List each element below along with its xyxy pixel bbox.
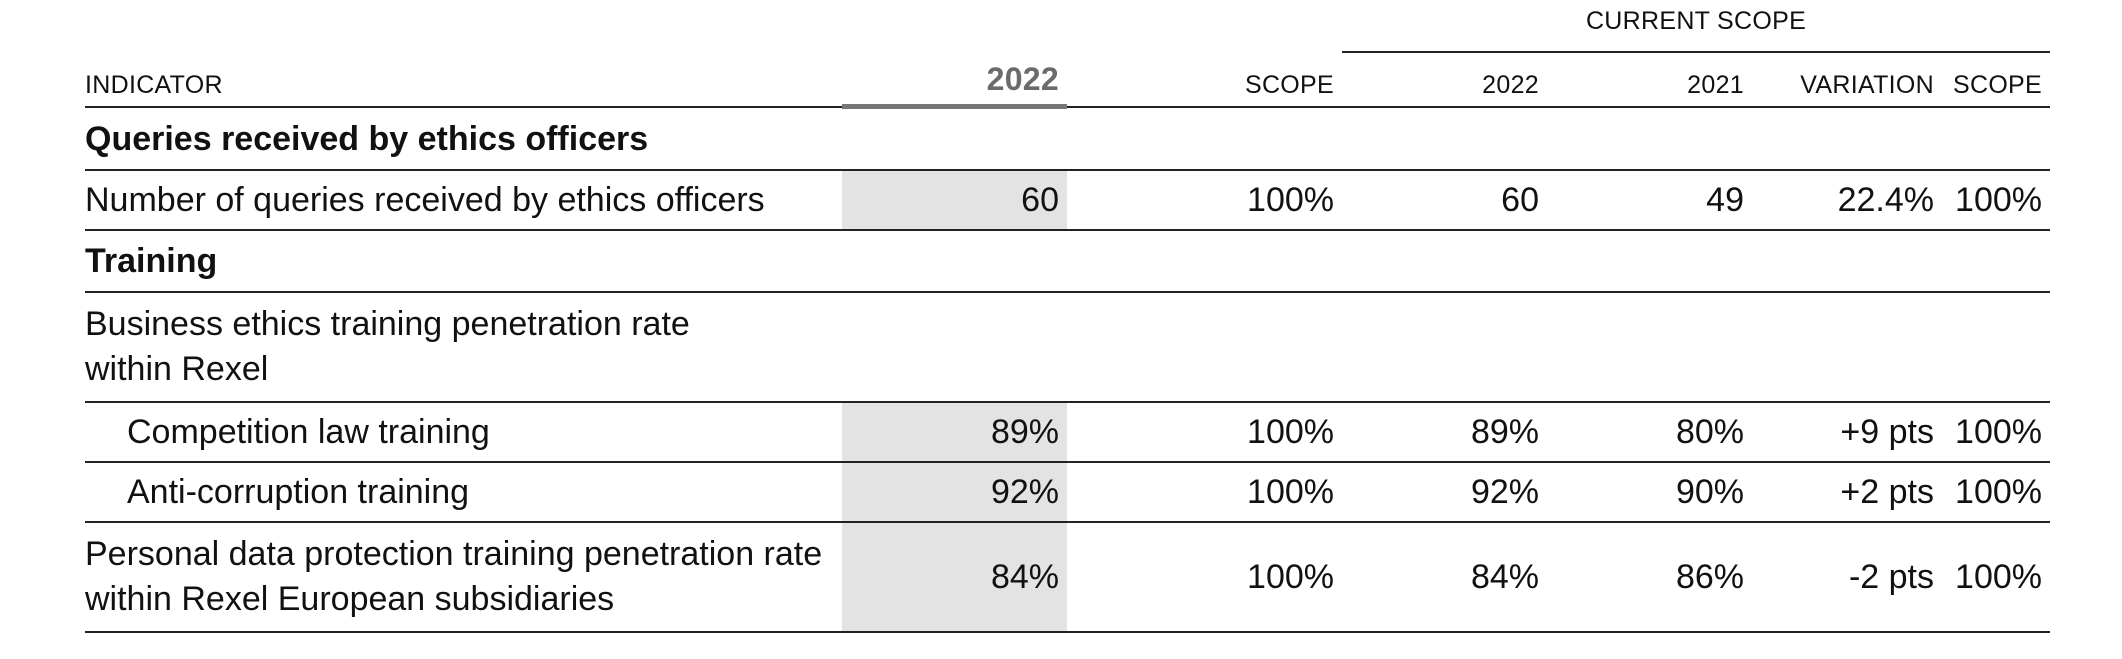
row-variation: -2 pts: [1752, 522, 1942, 633]
row-current-scope: 100%: [1942, 522, 2051, 633]
row-current-scope: 100%: [1942, 462, 2051, 523]
col-indicator: INDICATOR: [85, 52, 842, 108]
row-current-2021: 86%: [1547, 522, 1752, 633]
row-2022: 60: [842, 170, 1067, 231]
row-current-2021: 49: [1547, 170, 1752, 231]
row-current-scope: 100%: [1942, 170, 2051, 231]
table-row: Anti-corruption training 92% 100% 92% 90…: [85, 462, 2051, 523]
current-scope-header: CURRENT SCOPE: [1342, 0, 2051, 53]
row-current-2022: 84%: [1342, 522, 1547, 633]
section-row: Queries received by ethics officers: [85, 106, 2051, 171]
row-current-scope: 100%: [1942, 402, 2051, 463]
group-header-row: CURRENT SCOPE: [85, 0, 2051, 53]
row-variation: +2 pts: [1752, 462, 1942, 523]
col-scope: SCOPE: [1067, 52, 1342, 108]
row-indicator: Business ethics training penetration rat…: [85, 292, 842, 403]
row-current-2021: 80%: [1547, 402, 1752, 463]
col-current-scope: SCOPE: [1942, 52, 2051, 108]
row-current-2021: 90%: [1547, 462, 1752, 523]
row-2022: 89%: [842, 402, 1067, 463]
table-row: Personal data protection training penetr…: [85, 522, 2051, 633]
row-current-2022: 92%: [1342, 462, 1547, 523]
row-current-2022: 89%: [1342, 402, 1547, 463]
table-row: Number of queries received by ethics off…: [85, 170, 2051, 231]
table-row: Business ethics training penetration rat…: [85, 292, 2051, 403]
indicator-table-container: CURRENT SCOPE INDICATOR 2022 SCOPE 2022 …: [85, 0, 2051, 633]
row-indicator: Number of queries received by ethics off…: [85, 170, 842, 231]
col-2022-highlight: 2022: [842, 52, 1067, 109]
row-current-2022: 60: [1342, 170, 1547, 231]
column-header-row: INDICATOR 2022 SCOPE 2022 2021 VARIATION…: [85, 52, 2051, 109]
row-2022: 92%: [842, 462, 1067, 523]
row-indicator: Anti-corruption training: [85, 462, 842, 523]
row-variation: 22.4%: [1752, 170, 1942, 231]
indicator-table: CURRENT SCOPE INDICATOR 2022 SCOPE 2022 …: [85, 0, 2051, 633]
section-title: Training: [85, 230, 2051, 293]
row-scope: 100%: [1067, 462, 1342, 523]
section-title: Queries received by ethics officers: [85, 106, 2051, 171]
row-scope: 100%: [1067, 170, 1342, 231]
col-current-2021: 2021: [1547, 52, 1752, 108]
row-indicator-text: Business ethics training penetration rat…: [85, 305, 690, 388]
section-row: Training: [85, 230, 2051, 293]
row-scope: 100%: [1067, 522, 1342, 633]
row-indicator: Competition law training: [85, 402, 842, 463]
table-row: Competition law training 89% 100% 89% 80…: [85, 402, 2051, 463]
row-scope: 100%: [1067, 402, 1342, 463]
row-variation: +9 pts: [1752, 402, 1942, 463]
row-2022: 84%: [842, 522, 1067, 633]
row-indicator: Personal data protection training penetr…: [85, 522, 842, 633]
col-current-2022: 2022: [1342, 52, 1547, 108]
col-variation: VARIATION: [1752, 52, 1942, 108]
row-indicator-text: Personal data protection training penetr…: [85, 535, 823, 618]
